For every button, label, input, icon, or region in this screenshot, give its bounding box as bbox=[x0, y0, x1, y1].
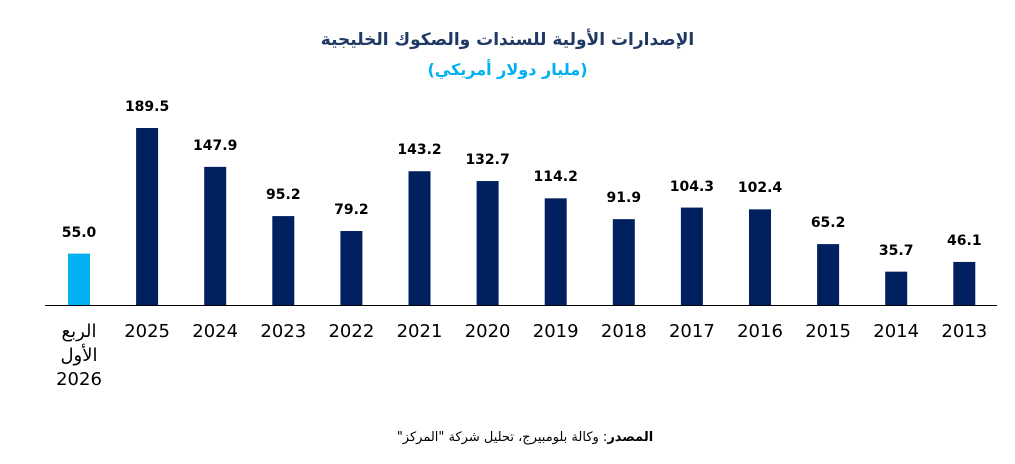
x-tick-label: 2018 bbox=[600, 321, 647, 342]
bar bbox=[408, 171, 431, 305]
bar bbox=[817, 244, 840, 305]
bar bbox=[544, 198, 567, 305]
x-tick-label: 2014 bbox=[873, 321, 920, 342]
bar bbox=[272, 216, 295, 305]
bar bbox=[136, 128, 159, 305]
bar bbox=[680, 207, 703, 305]
value-label: 102.4 bbox=[737, 180, 783, 197]
value-label: 79.2 bbox=[334, 202, 369, 219]
bar bbox=[340, 231, 363, 305]
x-tick-label: 2015 bbox=[805, 321, 851, 342]
bar bbox=[204, 166, 227, 305]
x-tick-label: 2020 bbox=[464, 321, 511, 342]
bar bbox=[885, 271, 908, 305]
bar bbox=[476, 181, 499, 305]
x-tick-label: 2021 bbox=[396, 321, 443, 342]
bar bbox=[612, 219, 635, 305]
x-tick-label: 2023 bbox=[260, 321, 307, 342]
x-tick-label: 2013 bbox=[941, 321, 988, 342]
value-label: 147.9 bbox=[193, 137, 238, 154]
value-label: 35.7 bbox=[878, 242, 914, 259]
value-label: 132.7 bbox=[465, 152, 510, 169]
x-tick-label: 2024 bbox=[192, 321, 239, 342]
source-text: : وكالة بلومبيرج، تحليل شركة "المركز" bbox=[396, 430, 608, 445]
value-label: 143.2 bbox=[397, 142, 442, 159]
bar bbox=[953, 261, 976, 305]
value-label: 46.1 bbox=[947, 232, 982, 249]
x-tick-label: 2025 bbox=[124, 321, 170, 342]
value-label: 95.2 bbox=[266, 187, 301, 204]
value-label: 114.2 bbox=[533, 169, 578, 186]
chart-subtitle: (مليار دولار أمريكي) bbox=[427, 60, 588, 79]
chart-title: الإصدارات الأولية للسندات والصكوك الخليج… bbox=[320, 30, 695, 50]
source: المصدر: وكالة بلومبيرج، تحليل شركة "المر… bbox=[0, 430, 1015, 445]
bar bbox=[68, 253, 90, 305]
source-label: المصدر bbox=[607, 430, 654, 445]
value-label: 189.5 bbox=[124, 99, 170, 115]
bar bbox=[749, 209, 771, 305]
x-tick-label: الربع الأول 2026 bbox=[56, 321, 102, 390]
x-tick-label: 2017 bbox=[668, 321, 715, 342]
value-label: 55.0 bbox=[61, 224, 97, 241]
x-tick-label: 2016 bbox=[737, 321, 783, 342]
value-label: 65.2 bbox=[810, 215, 846, 232]
value-label: 91.9 bbox=[606, 190, 642, 207]
x-tick-label: 2022 bbox=[328, 321, 375, 342]
value-label: 104.3 bbox=[669, 178, 715, 195]
x-tick-label: 2019 bbox=[532, 321, 579, 342]
